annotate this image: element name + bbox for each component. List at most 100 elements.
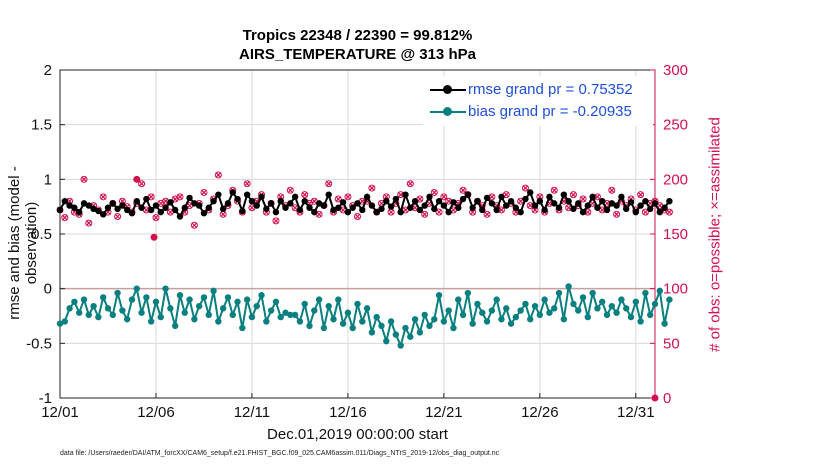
obs-possible-point — [272, 217, 280, 225]
rmse-point — [560, 191, 568, 198]
obs-possible-point — [214, 171, 222, 179]
rmse-point — [176, 213, 184, 220]
rmse-point — [363, 193, 371, 201]
bias-point — [66, 305, 73, 312]
bias-point — [503, 305, 510, 312]
y-tick-label: 2 — [44, 62, 52, 79]
bias-point — [363, 305, 371, 312]
bias-point — [171, 322, 179, 330]
bias-point — [536, 311, 544, 319]
y2-tick-label: 100 — [663, 281, 688, 298]
rmse-point — [234, 195, 241, 203]
obs-assimilated-point — [335, 196, 342, 202]
bias-point — [311, 307, 318, 314]
rmse-point — [555, 204, 563, 211]
obs-possible-point — [61, 214, 69, 222]
legend-bias-marker — [443, 107, 452, 116]
obs-assimilated-point — [498, 207, 505, 213]
rmse-point — [488, 200, 496, 207]
rmse-point — [301, 198, 308, 205]
bias-point — [421, 311, 428, 319]
bias-point — [95, 313, 102, 321]
bias-point — [488, 307, 496, 314]
bias-point — [493, 296, 500, 303]
y-tick-label: 0.5 — [31, 226, 52, 243]
rmse-point — [253, 202, 260, 209]
legend-rmse-marker — [443, 85, 452, 94]
rmse-point — [171, 206, 179, 214]
rmse-point — [119, 202, 126, 209]
rmse-point — [431, 205, 438, 213]
rmse-point — [66, 202, 73, 209]
bias-point — [435, 292, 443, 299]
obs-assimilated-point — [436, 209, 442, 216]
rmse-point — [167, 199, 174, 206]
rmse-point — [426, 193, 433, 201]
rmse-point — [143, 195, 150, 203]
obs-assimilated-point — [61, 214, 68, 221]
bias-point — [287, 311, 294, 319]
rmse-point — [498, 193, 505, 201]
rmse-point — [531, 202, 539, 209]
obs-assimilated-point — [431, 189, 438, 196]
rmse-point — [344, 208, 352, 216]
rmse-point — [599, 198, 606, 205]
bias-point — [263, 318, 270, 325]
obs-possible-point — [550, 186, 558, 194]
obs-assimilated-point — [527, 202, 534, 209]
rmse-point — [651, 200, 659, 207]
y2-tick-label: 300 — [663, 62, 688, 79]
rmse-point — [200, 210, 208, 217]
bias-point — [373, 313, 380, 321]
rmse-point — [613, 202, 620, 209]
obs-assimilated-point — [594, 193, 601, 200]
obs-assimilated-point — [407, 180, 414, 187]
rmse-point — [661, 204, 668, 211]
rmse-point — [277, 198, 284, 205]
rmse-point — [80, 200, 88, 207]
rmse-point — [464, 191, 472, 198]
bias-point — [387, 318, 395, 325]
bias-point — [253, 302, 260, 310]
obs-possible-point — [521, 184, 529, 192]
rmse-point — [435, 198, 443, 205]
bias-point — [546, 309, 553, 316]
rmse-point — [479, 206, 486, 214]
bias-point — [637, 318, 644, 325]
chart-title-line1: Tropics 22348 / 22390 = 99.812% — [242, 27, 473, 44]
rmse-point — [373, 208, 380, 216]
bias-point — [517, 307, 524, 314]
rmse-point — [565, 198, 572, 205]
bias-point — [186, 296, 193, 303]
y2-tick-label: 0 — [663, 390, 671, 407]
rmse-point — [61, 198, 68, 205]
obs-assimilated-point — [114, 213, 121, 220]
data-file-footnote: data file: /Users/raeder/DAI/ATM_forcXX/… — [60, 450, 500, 457]
rmse-point — [99, 211, 107, 218]
bias-point — [315, 296, 323, 303]
bias-point — [411, 316, 419, 323]
rmse-point — [71, 204, 78, 211]
obs-assimilated-point — [153, 214, 159, 221]
chart-title-line2: AIRS_TEMPERATURE @ 313 hPa — [239, 46, 476, 63]
rmse-point — [546, 193, 553, 201]
rmse-point — [397, 208, 404, 216]
bias-point — [474, 300, 481, 308]
y-tick-label: 1.5 — [31, 117, 52, 134]
bias-point — [450, 324, 457, 332]
bias-point — [445, 307, 452, 314]
bias-point — [632, 298, 640, 305]
bias-point — [623, 305, 630, 312]
bias-point — [565, 283, 572, 290]
rmse-point — [536, 198, 544, 205]
bias-point — [147, 318, 155, 325]
obs-possible-point — [421, 210, 429, 218]
obs-possible-point — [152, 214, 160, 222]
rmse-point — [90, 205, 97, 213]
bias-point — [575, 307, 582, 314]
bias-point — [647, 311, 654, 319]
bias-point — [224, 294, 232, 301]
rmse-point — [459, 195, 467, 203]
rmse-point — [287, 200, 294, 207]
bias-point — [469, 320, 476, 327]
